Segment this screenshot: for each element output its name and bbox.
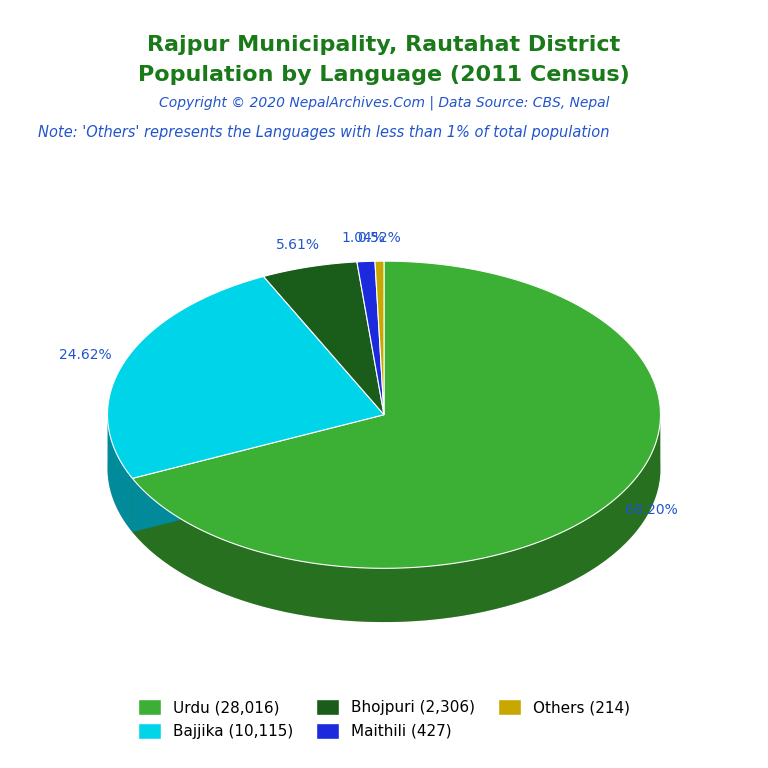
Ellipse shape [108, 315, 660, 622]
Polygon shape [108, 415, 132, 532]
Polygon shape [108, 276, 384, 478]
Text: Copyright © 2020 NepalArchives.Com | Data Source: CBS, Nepal: Copyright © 2020 NepalArchives.Com | Dat… [159, 96, 609, 111]
Text: Population by Language (2011 Census): Population by Language (2011 Census) [138, 65, 630, 85]
Text: 24.62%: 24.62% [58, 348, 111, 362]
Polygon shape [132, 261, 660, 568]
Polygon shape [132, 419, 660, 622]
Text: 1.04%: 1.04% [341, 231, 386, 246]
Polygon shape [375, 261, 384, 415]
Polygon shape [357, 261, 384, 415]
Text: Rajpur Municipality, Rautahat District: Rajpur Municipality, Rautahat District [147, 35, 621, 55]
Polygon shape [132, 415, 384, 532]
Legend: Urdu (28,016), Bajjika (10,115), Bhojpuri (2,306), Maithili (427), Others (214): Urdu (28,016), Bajjika (10,115), Bhojpur… [131, 694, 637, 745]
Polygon shape [132, 415, 384, 532]
Polygon shape [263, 262, 384, 415]
Text: 68.20%: 68.20% [625, 503, 677, 518]
Text: 0.52%: 0.52% [357, 231, 401, 245]
Text: Note: 'Others' represents the Languages with less than 1% of total population: Note: 'Others' represents the Languages … [38, 125, 610, 141]
Text: 5.61%: 5.61% [276, 237, 319, 252]
